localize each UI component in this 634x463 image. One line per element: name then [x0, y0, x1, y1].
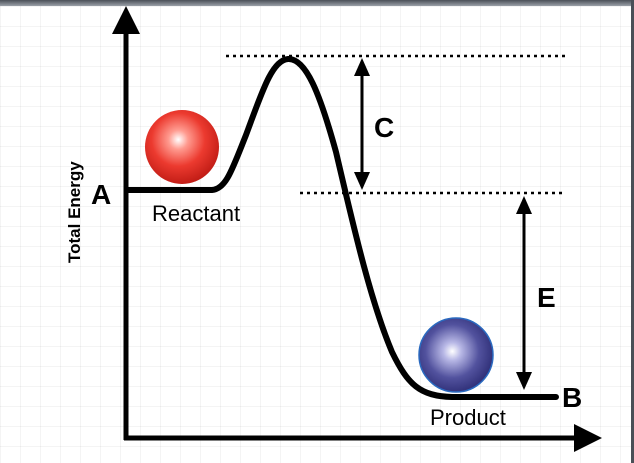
- y-axis-label: Total Energy: [65, 161, 84, 263]
- measure-e-label: E: [537, 282, 556, 313]
- measure-c-label: C: [374, 112, 394, 143]
- x-axis-arrowhead: [574, 424, 602, 452]
- point-b-label: B: [562, 382, 582, 413]
- product-ball: [418, 317, 494, 393]
- window-right-border: [631, 0, 634, 463]
- reactant-label: Reactant: [152, 201, 240, 226]
- window-top-border: [0, 0, 634, 6]
- energy-curve: [125, 56, 559, 400]
- arrow-e-bottom-head: [516, 372, 532, 390]
- point-a-label: A: [91, 179, 111, 210]
- y-axis-arrowhead: [112, 6, 140, 34]
- arrow-e-top-head: [516, 196, 532, 214]
- arrow-c-bottom-head: [354, 172, 370, 190]
- arrow-c-top-head: [354, 58, 370, 76]
- reactant-ball: [145, 110, 219, 184]
- background-grid: [0, 6, 631, 463]
- product-label: Product: [430, 405, 506, 430]
